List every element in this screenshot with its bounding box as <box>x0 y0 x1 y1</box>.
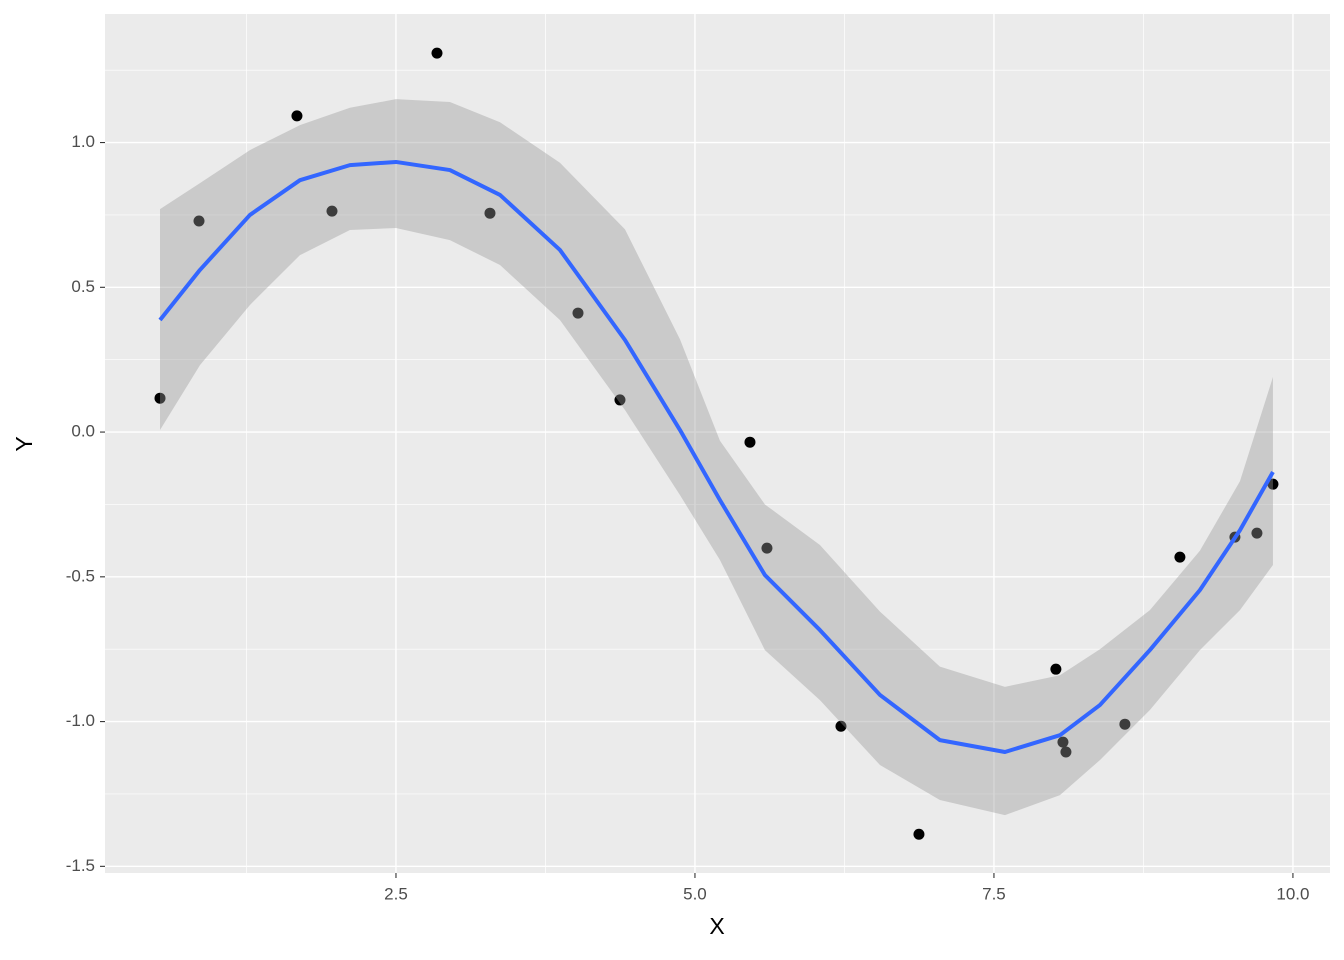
panel <box>105 14 1330 873</box>
point <box>1060 746 1072 758</box>
point <box>484 207 496 219</box>
x-tick-label: 2.5 <box>384 884 408 903</box>
y-tick-label: -1.5 <box>66 856 95 875</box>
plot-layer <box>154 47 1279 840</box>
x-tick-label: 7.5 <box>982 884 1006 903</box>
y-tick-label: -1.0 <box>66 711 95 730</box>
smooth-line <box>158 159 1275 754</box>
y-tick-label: 1.0 <box>71 132 95 151</box>
y-tick-label: 0.0 <box>71 422 95 441</box>
point <box>744 436 756 448</box>
point <box>1174 551 1186 563</box>
point <box>614 394 626 406</box>
point <box>835 720 847 732</box>
point <box>154 392 166 404</box>
point <box>572 307 584 319</box>
point <box>291 110 303 122</box>
y-tick-label: 0.5 <box>71 277 95 296</box>
x-axis-title: X <box>709 913 724 939</box>
point <box>1119 718 1131 730</box>
confidence-band <box>160 99 1273 816</box>
point <box>1267 478 1279 490</box>
y-axis-title: Y <box>11 436 37 451</box>
x-tick-label: 5.0 <box>683 884 707 903</box>
point <box>761 542 773 554</box>
point <box>1251 527 1263 539</box>
point <box>193 215 205 227</box>
point <box>1050 663 1062 675</box>
point <box>913 828 925 840</box>
point <box>1057 736 1069 748</box>
y-tick-label: -0.5 <box>66 566 95 585</box>
x-tick-label: 10.0 <box>1276 884 1309 903</box>
point <box>326 205 338 217</box>
point <box>431 47 443 59</box>
